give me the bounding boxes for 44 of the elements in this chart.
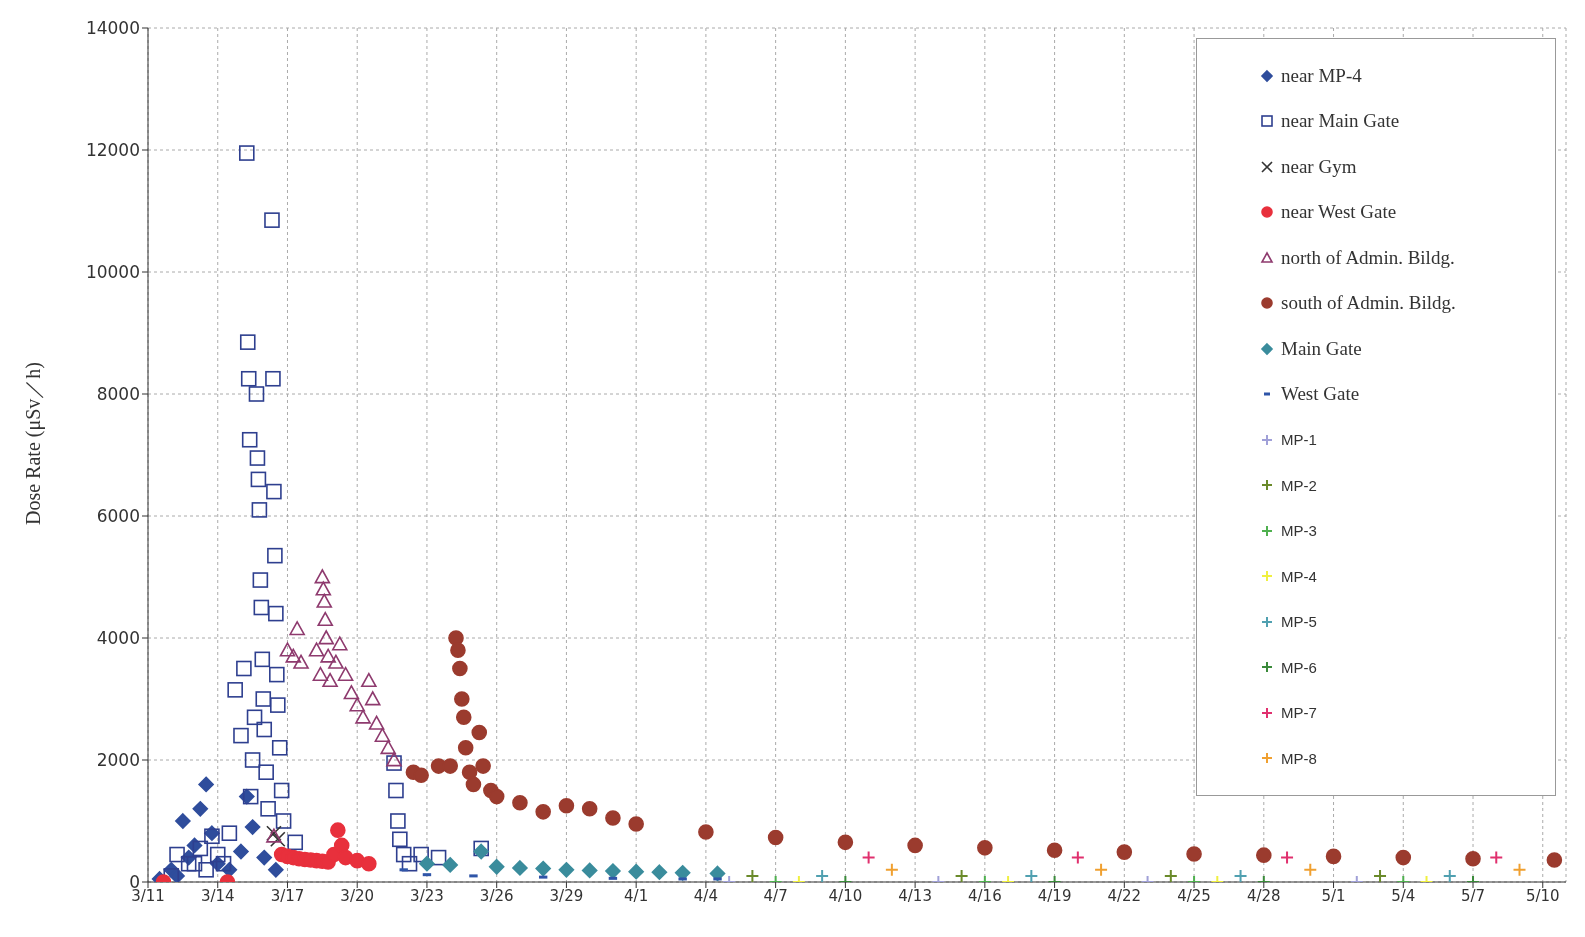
x-tick-label: 4/10 bbox=[828, 886, 863, 905]
x-tick-label: 3/17 bbox=[270, 886, 305, 905]
y-axis-title: Dose Rate (μSv／h) bbox=[22, 362, 46, 525]
y-tick-label: 8000 bbox=[96, 384, 140, 405]
x-tick-label: 4/22 bbox=[1107, 886, 1142, 905]
x-tick-label: 4/7 bbox=[763, 886, 788, 905]
x-tick-label: 5/1 bbox=[1321, 886, 1346, 905]
legend-label: MP-4 bbox=[1281, 567, 1317, 585]
legend-label: Main Gate bbox=[1281, 337, 1362, 360]
legend-label: near Gym bbox=[1281, 155, 1357, 178]
legend-label: south of Admin. Bildg. bbox=[1281, 292, 1456, 315]
x-tick-label: 4/13 bbox=[898, 886, 932, 905]
legend-label: MP-2 bbox=[1281, 476, 1317, 494]
y-tick-label: 6000 bbox=[96, 506, 140, 527]
legend-label: north of Admin. Bildg. bbox=[1281, 246, 1455, 269]
x-tick-label: 4/28 bbox=[1246, 886, 1281, 905]
x-tick-label: 3/23 bbox=[410, 886, 444, 905]
x-tick-label: 4/1 bbox=[624, 886, 649, 905]
legend-label: West Gate bbox=[1281, 383, 1360, 406]
x-tick-label: 5/4 bbox=[1391, 886, 1416, 905]
legend-label: near Main Gate bbox=[1281, 110, 1400, 133]
x-tick-label: 3/26 bbox=[479, 886, 514, 905]
x-tick-label: 4/16 bbox=[968, 886, 1002, 905]
y-tick-label: 10000 bbox=[85, 262, 140, 283]
legend-label: MP-1 bbox=[1281, 431, 1317, 449]
legend-label: near West Gate bbox=[1281, 201, 1397, 224]
legend-label: MP-7 bbox=[1281, 704, 1317, 722]
y-tick-label: 4000 bbox=[96, 628, 140, 649]
y-tick-label: 2000 bbox=[96, 750, 140, 771]
legend-label: MP-6 bbox=[1281, 658, 1317, 676]
x-tick-label: 3/29 bbox=[549, 886, 584, 905]
x-tick-label: 4/4 bbox=[693, 886, 718, 905]
y-tick-label: 12000 bbox=[85, 140, 140, 161]
x-tick-label: 5/10 bbox=[1525, 886, 1560, 905]
legend-label: MP-8 bbox=[1281, 749, 1317, 767]
x-tick-label: 4/19 bbox=[1037, 886, 1072, 905]
legend-label: MP-5 bbox=[1281, 613, 1317, 631]
legend-label: near MP-4 bbox=[1281, 64, 1362, 87]
x-tick-label: 5/7 bbox=[1460, 886, 1486, 905]
legend-label: MP-3 bbox=[1281, 522, 1317, 540]
x-tick-label: 4/25 bbox=[1177, 886, 1211, 905]
x-tick-label: 3/20 bbox=[340, 886, 375, 905]
y-tick-label: 14000 bbox=[85, 18, 140, 39]
x-tick-label: 3/14 bbox=[200, 886, 235, 905]
